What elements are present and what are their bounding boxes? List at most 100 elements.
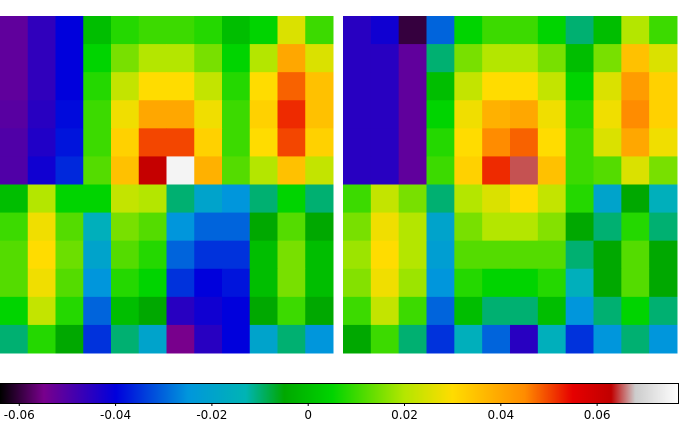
heatmap-cell xyxy=(343,16,372,45)
heatmap-cell xyxy=(0,296,29,326)
heatmap-cell xyxy=(343,156,372,185)
heatmap-cell xyxy=(621,184,650,214)
heatmap-cell xyxy=(370,240,400,270)
heatmap-cell xyxy=(398,240,427,270)
heatmap-cell xyxy=(649,212,678,242)
heatmap-cell xyxy=(398,16,427,45)
heatmap-cell xyxy=(166,128,195,157)
heatmap-cell xyxy=(454,324,483,354)
heatmap-cell xyxy=(194,268,223,298)
heatmap-cell xyxy=(27,268,56,298)
heatmap-cell xyxy=(83,100,112,129)
heatmap-cell xyxy=(510,100,539,129)
heatmap-cell xyxy=(222,268,251,298)
heatmap-cell xyxy=(593,240,622,270)
heatmap-cell xyxy=(398,212,427,242)
heatmap-cell xyxy=(343,100,372,129)
heatmap-cell xyxy=(249,324,278,354)
heatmap-cell xyxy=(565,100,594,129)
heatmap-cell xyxy=(454,100,483,129)
heatmap-cell xyxy=(55,128,84,157)
heatmap-cell xyxy=(426,44,455,73)
heatmap-cell xyxy=(277,16,306,45)
heatmap-cell xyxy=(55,44,84,73)
heatmap-cell xyxy=(426,100,455,129)
heatmap-cell xyxy=(194,44,223,73)
heatmap-cell xyxy=(649,72,678,101)
heatmap-cell xyxy=(565,184,594,214)
heatmap-cell xyxy=(249,100,278,129)
heatmap-cell xyxy=(482,16,511,45)
heatmap-cell xyxy=(249,268,278,298)
heatmap-cell xyxy=(621,44,650,73)
heatmap-cell xyxy=(249,184,278,214)
heatmap-cell xyxy=(111,44,140,73)
heatmap-cell xyxy=(166,72,195,101)
heatmap-cell xyxy=(537,16,567,45)
heatmap-cell xyxy=(537,212,567,242)
heatmap-cell xyxy=(621,16,650,45)
heatmap-cell xyxy=(83,240,112,270)
heatmap-cell xyxy=(305,184,334,214)
heatmap-cell xyxy=(649,156,678,185)
heatmap-cell xyxy=(0,100,29,129)
heatmap-cell xyxy=(510,212,539,242)
heatmap-cell xyxy=(249,44,278,73)
heatmap-cell xyxy=(249,72,278,101)
heatmap-cell xyxy=(27,184,56,214)
heatmap-cell xyxy=(0,128,29,157)
heatmap-cell xyxy=(649,16,678,45)
heatmap-cell xyxy=(194,240,223,270)
heatmap-cell xyxy=(454,184,483,214)
heatmap-cell xyxy=(370,44,400,73)
heatmap-cell xyxy=(55,184,84,214)
heatmap-cell xyxy=(111,324,140,354)
heatmap-cell xyxy=(454,156,483,185)
heatmap-cell xyxy=(398,156,427,185)
heatmap-cell xyxy=(305,128,334,157)
heatmap-cell xyxy=(55,296,84,326)
heatmap-cell xyxy=(649,324,678,354)
heatmap-cell xyxy=(166,240,195,270)
heatmap-cell xyxy=(194,128,223,157)
heatmap-cell xyxy=(305,240,334,270)
heatmap-cell xyxy=(0,156,29,185)
heatmap-cell xyxy=(593,44,622,73)
heatmap-cell xyxy=(426,296,455,326)
heatmap-cell xyxy=(305,296,334,326)
heatmap-cell xyxy=(343,324,372,354)
heatmap-cell xyxy=(305,72,334,101)
heatmap-cell xyxy=(222,184,251,214)
heatmap-cell xyxy=(593,100,622,129)
heatmap-cell xyxy=(0,212,29,242)
heatmap-cell xyxy=(343,44,372,73)
heatmap-cell xyxy=(398,296,427,326)
heatmap-cell xyxy=(55,212,84,242)
heatmap-cell xyxy=(426,268,455,298)
heatmap-cell xyxy=(454,212,483,242)
heatmap-cell xyxy=(194,156,223,185)
colorbar-tick-label: -0.04 xyxy=(100,408,131,422)
heatmap-cell xyxy=(222,156,251,185)
heatmap-cell xyxy=(537,184,567,214)
heatmap-cell xyxy=(343,240,372,270)
heatmap-cell xyxy=(194,324,223,354)
heatmap-cell xyxy=(305,100,334,129)
heatmap-cell xyxy=(537,128,567,157)
heatmap-cell xyxy=(537,72,567,101)
heatmap-cell xyxy=(277,72,306,101)
colorbar-tick-label: 0 xyxy=(304,408,312,422)
heatmap-cell xyxy=(426,240,455,270)
heatmap-cell xyxy=(510,156,539,185)
heatmap-cell xyxy=(454,16,483,45)
heatmap-cell xyxy=(83,212,112,242)
heatmap-cell xyxy=(454,296,483,326)
colorbar xyxy=(0,383,679,404)
heatmap-cell xyxy=(166,184,195,214)
heatmap-cell xyxy=(621,72,650,101)
heatmap-cell xyxy=(565,16,594,45)
heatmap-cell xyxy=(166,324,195,354)
colorbar-tick-label: 0.04 xyxy=(487,408,514,422)
heatmap-cell xyxy=(510,268,539,298)
heatmap-cell xyxy=(565,268,594,298)
